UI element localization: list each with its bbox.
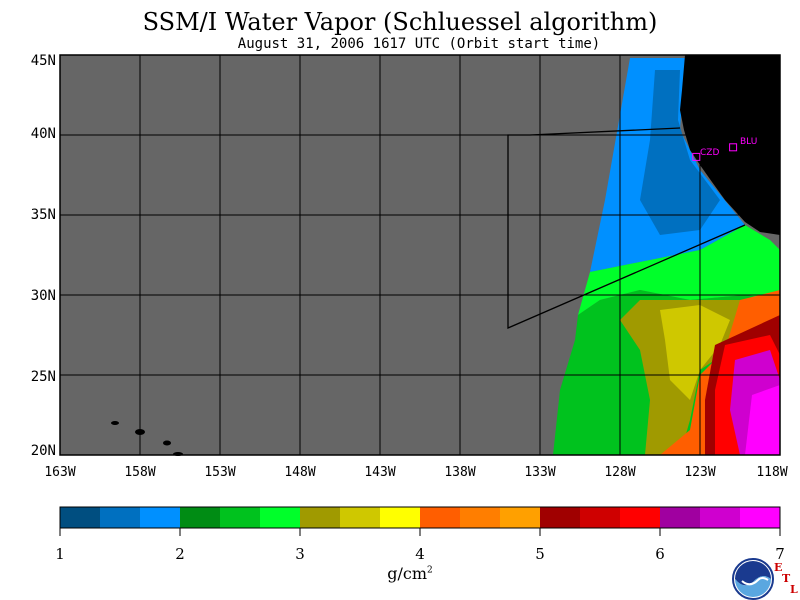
colorbar-units: g/cm2 (380, 564, 440, 583)
lat-label-35n: 35N (30, 207, 56, 223)
lat-label-45n: 45N (30, 53, 56, 69)
colorbar-swatch-17 (740, 507, 780, 528)
lon-label-143w: 143W (364, 465, 396, 480)
units-text: g/cm (387, 564, 428, 583)
map-subtitle: August 31, 2006 1617 UTC (Orbit start ti… (237, 36, 601, 52)
colorbar-swatch-12 (540, 507, 580, 528)
station-label-czd: CZD (700, 148, 720, 158)
lat-label-40n: 40N (30, 126, 56, 142)
island-maui (163, 440, 171, 446)
colorbar-tick-3: 3 (295, 545, 305, 563)
lon-label-148w: 148W (284, 465, 316, 480)
lon-label-163w: 163W (44, 465, 76, 480)
station-marker-blu (729, 143, 738, 152)
colorbar-tick-4: 4 (415, 545, 425, 563)
lon-label-133w: 133W (524, 465, 556, 480)
station-marker-czd (692, 152, 701, 161)
lat-label-30n: 30N (30, 288, 56, 304)
map-frame (59, 54, 781, 456)
lat-label-20n: 20N (30, 443, 56, 459)
map-title: SSM/I Water Vapor (Schluessel algorithm) (142, 8, 658, 36)
lon-label-128w: 128W (604, 465, 636, 480)
colorbar-swatch-1 (100, 507, 140, 528)
colorbar-swatch-0 (60, 507, 100, 528)
colorbar-swatch-14 (620, 507, 660, 528)
colorbar-swatch-3 (180, 507, 220, 528)
colorbar-swatch-2 (140, 507, 180, 528)
colorbar-swatch-16 (700, 507, 740, 528)
colorbar-swatch-13 (580, 507, 620, 528)
lon-label-138w: 138W (444, 465, 476, 480)
colorbar-tick-5: 5 (535, 545, 545, 563)
lon-label-158w: 158W (124, 465, 156, 480)
colorbar-swatch-7 (340, 507, 380, 528)
etl-letter-l: L (790, 583, 798, 596)
station-label-blu: BLU (740, 137, 758, 147)
colorbar-swatch-5 (260, 507, 300, 528)
colorbar-swatch-4 (220, 507, 260, 528)
colorbar-tick-7: 7 (775, 545, 785, 563)
noaa-logo-icon (732, 558, 774, 600)
etl-letter-e: E (774, 561, 783, 574)
etl-letter-t: T (782, 572, 791, 585)
swath-band-2.7-3 (578, 225, 780, 315)
lon-label-118w: 118W (756, 465, 788, 480)
lon-label-123w: 123W (684, 465, 716, 480)
lon-label-153w: 153W (204, 465, 236, 480)
colorbar-swatch-6 (300, 507, 340, 528)
colorbar-tick-6: 6 (655, 545, 665, 563)
colorbar-tick-1: 1 (55, 545, 65, 563)
region-outline (507, 127, 746, 329)
colorbar-swatch-9 (420, 507, 460, 528)
units-exponent: 2 (427, 565, 433, 576)
colorbar-swatch-15 (660, 507, 700, 528)
colorbar-tick-2: 2 (175, 545, 185, 563)
colorbar-swatch-8 (380, 507, 420, 528)
colorbar-swatch-11 (500, 507, 540, 528)
swath-band-3.3-3.7 (660, 305, 730, 400)
island-kauai (111, 421, 119, 425)
swath-band-6.7-7 (745, 385, 780, 455)
lat-label-25n: 25N (30, 369, 56, 385)
colorbar-swatch-10 (460, 507, 500, 528)
